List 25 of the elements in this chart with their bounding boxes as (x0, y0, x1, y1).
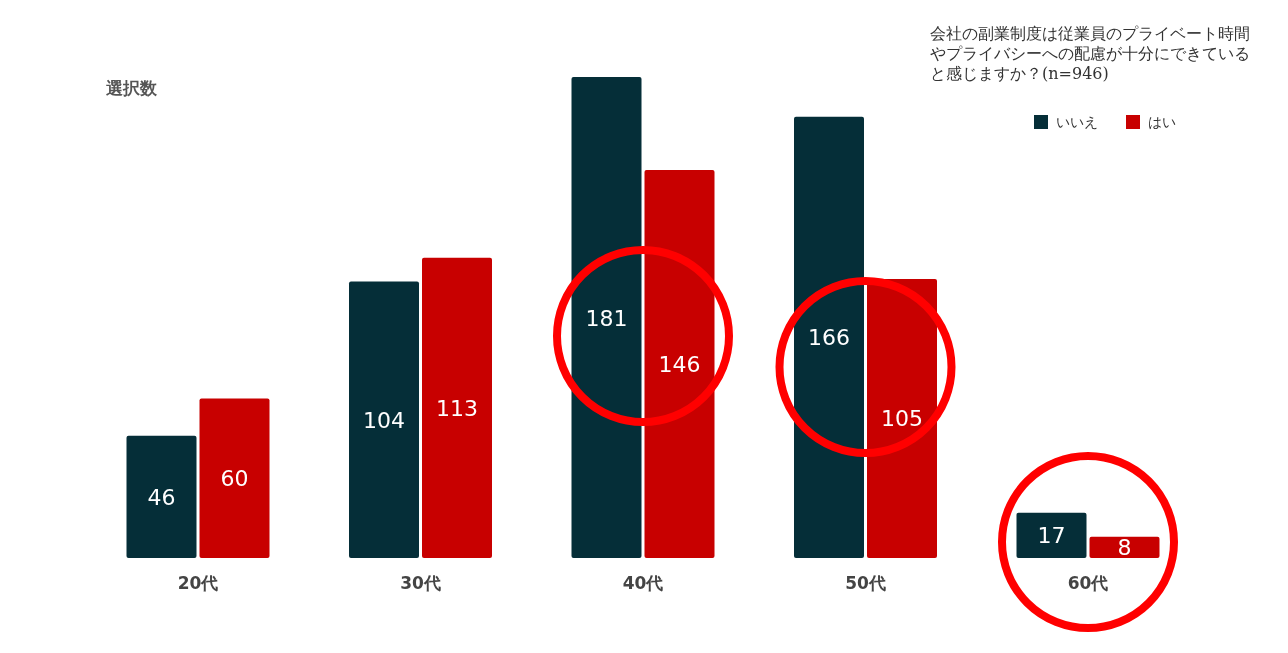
data-label: 146 (658, 352, 701, 378)
data-label: 46 (147, 484, 176, 510)
bar (349, 281, 419, 558)
y-axis-title: 選択数 (106, 78, 158, 98)
data-label: 113 (436, 395, 478, 421)
data-label: 181 (585, 305, 628, 331)
data-label: 104 (363, 407, 405, 433)
bar (126, 435, 197, 558)
x-tick-label: 30代 (400, 573, 441, 593)
x-tick-label: 60代 (1067, 573, 1109, 593)
data-label: 17 (1037, 523, 1066, 549)
legend-label: いいえ (1056, 114, 1098, 130)
x-tick-label: 20代 (177, 573, 219, 593)
chart-title: 会社の副業制度は従業員のプライベート時間やプライバシーへの配慮が十分にできていると感じますか？(n=946) (930, 24, 1251, 84)
data-label: 8 (1117, 535, 1132, 561)
x-tick-label: 50代 (845, 573, 886, 593)
bar (199, 398, 270, 558)
data-label: 166 (808, 325, 850, 351)
bar (1089, 536, 1160, 558)
data-label: 105 (881, 406, 923, 432)
bar (422, 257, 492, 558)
data-label: 60 (220, 466, 249, 492)
x-tick-label: 40代 (622, 573, 664, 593)
legend-label: はい (1148, 114, 1176, 130)
bar (1016, 512, 1087, 558)
